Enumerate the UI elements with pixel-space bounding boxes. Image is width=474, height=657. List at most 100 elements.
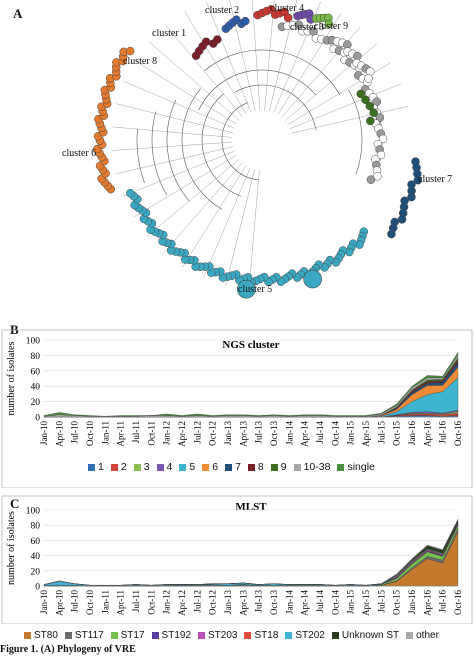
x-tick-label: Jan-15 bbox=[346, 421, 356, 445]
tree-tip bbox=[413, 175, 423, 185]
tree-tip-group bbox=[92, 46, 135, 194]
x-tick-label: Oct-15 bbox=[392, 421, 402, 446]
x-tick-label: Apr-11 bbox=[116, 590, 126, 615]
legend-swatch bbox=[198, 632, 206, 639]
series-area bbox=[44, 357, 459, 418]
chart-frame bbox=[1, 329, 473, 488]
y-tick-label: 100 bbox=[26, 337, 41, 347]
tree-tip bbox=[283, 13, 293, 22]
x-tick-label: Jul-11 bbox=[131, 421, 141, 443]
tree-branch bbox=[203, 167, 251, 279]
x-tick-label: Apr-11 bbox=[116, 421, 126, 446]
legend-item: ST203 bbox=[198, 630, 237, 641]
legend-label: 4 bbox=[166, 461, 173, 473]
tree-tip bbox=[361, 95, 370, 105]
x-tick-label: Jan-14 bbox=[284, 421, 294, 445]
legend-swatch bbox=[247, 463, 255, 471]
x-tick-label: Jan-15 bbox=[346, 590, 356, 614]
series-area bbox=[44, 359, 459, 418]
tree-tip bbox=[241, 16, 250, 26]
tree-tip-large bbox=[303, 269, 322, 289]
legend-label: ST202 bbox=[295, 630, 325, 641]
x-tick-label: Oct-13 bbox=[269, 421, 279, 446]
y-tick-label: 80 bbox=[31, 522, 41, 532]
tree-branch bbox=[123, 81, 235, 129]
tree-branch bbox=[165, 24, 243, 118]
legend-swatch bbox=[202, 463, 210, 471]
legend-item: 10-38 bbox=[293, 461, 331, 473]
legend-swatch bbox=[179, 463, 187, 471]
legend-item: ST192 bbox=[151, 630, 191, 641]
x-tick-label: Jan-10 bbox=[39, 590, 49, 614]
legend-label: 6 bbox=[212, 461, 219, 473]
tree-tip-group bbox=[311, 13, 334, 29]
legend-label: 10-38 bbox=[303, 461, 331, 473]
x-tick-label: Oct-11 bbox=[146, 590, 156, 615]
tree-branch bbox=[136, 129, 145, 183]
y-tick-label: 20 bbox=[31, 398, 41, 408]
x-tick-label: Jul-15 bbox=[376, 421, 386, 444]
legend-item: 5 bbox=[179, 461, 195, 473]
tree-branch bbox=[221, 102, 259, 181]
chart-title: NGS cluster bbox=[222, 339, 279, 351]
tree-branch bbox=[248, 169, 260, 290]
x-tick-label: Jan-14 bbox=[284, 590, 294, 614]
cluster-label: cluster 6 bbox=[62, 148, 96, 159]
legend-swatch bbox=[110, 463, 118, 471]
y-tick-label: 100 bbox=[26, 507, 41, 517]
legend-item: Unknown ST bbox=[331, 630, 400, 641]
x-tick-label: Oct-14 bbox=[330, 590, 340, 615]
legend-item: 4 bbox=[156, 461, 173, 473]
tree-tip bbox=[356, 89, 366, 99]
tree-tip bbox=[366, 175, 376, 184]
panel-label-a: A bbox=[13, 6, 23, 21]
legend-label: 9 bbox=[280, 461, 287, 473]
mlst-legend: ST80 ST117 ST17 ST192 ST203 ST18 ST202 Unknown … bbox=[24, 630, 446, 641]
figure-caption: Figure 1. (A) Phylogeny of VRE bbox=[0, 644, 136, 655]
y-axis-label: number of isolates bbox=[6, 511, 17, 585]
legend-label: ST117 bbox=[74, 630, 104, 641]
tree-branch bbox=[146, 159, 240, 237]
legend-item: ST17 bbox=[110, 630, 145, 641]
tree-branch bbox=[201, 93, 242, 197]
legend-swatch bbox=[337, 463, 345, 471]
y-tick-label: 0 bbox=[35, 414, 40, 424]
tree-tip bbox=[366, 116, 375, 126]
legend-label: Unknown ST bbox=[341, 630, 400, 641]
tree-branch bbox=[225, 169, 255, 286]
tree-tip bbox=[369, 108, 378, 117]
mlst-chart: MLST 0 20 40 60 80 100 number of isolates Jan-10… bbox=[1, 495, 473, 624]
cluster-label: cluster 5 bbox=[238, 284, 272, 295]
y-tick-label: 40 bbox=[31, 383, 41, 393]
ngs-cluster-legend: 1 2 3 4 5 6 7 8 9 10-38 single bbox=[88, 461, 382, 473]
tree-branch bbox=[181, 88, 223, 210]
legend-swatch bbox=[88, 463, 95, 471]
legend-item: 2 bbox=[110, 461, 127, 473]
tree-branches bbox=[112, 0, 409, 290]
x-tick-label: Jul-10 bbox=[70, 421, 80, 444]
legend-item: 9 bbox=[270, 461, 287, 473]
legend-item: ST18 bbox=[244, 630, 278, 641]
tree-branch bbox=[112, 126, 233, 138]
x-tick-label: Oct-14 bbox=[330, 421, 340, 446]
legend-swatch bbox=[225, 463, 233, 471]
legend-label: 2 bbox=[120, 461, 127, 473]
tree-branch bbox=[348, 89, 363, 175]
x-tick-label: Jan-12 bbox=[162, 421, 172, 445]
tree-branch bbox=[252, 0, 261, 111]
x-tick-label: Jul-15 bbox=[376, 590, 386, 613]
legend-swatch bbox=[24, 632, 31, 639]
tree-branch bbox=[203, 49, 341, 96]
x-tick-label: Oct-12 bbox=[208, 421, 218, 446]
tree-branch bbox=[116, 103, 233, 133]
tree-branch bbox=[277, 12, 342, 115]
x-tick-label: Oct-13 bbox=[269, 590, 279, 615]
x-tick-label: Jul-16 bbox=[438, 590, 448, 613]
legend-label: single bbox=[347, 461, 375, 473]
legend-label: 8 bbox=[257, 461, 264, 473]
series-area bbox=[43, 519, 459, 586]
y-tick-label: 20 bbox=[31, 567, 41, 577]
x-tick-label: Apr-14 bbox=[300, 590, 310, 616]
tree-branch bbox=[289, 83, 402, 129]
tree-tip bbox=[397, 215, 407, 224]
